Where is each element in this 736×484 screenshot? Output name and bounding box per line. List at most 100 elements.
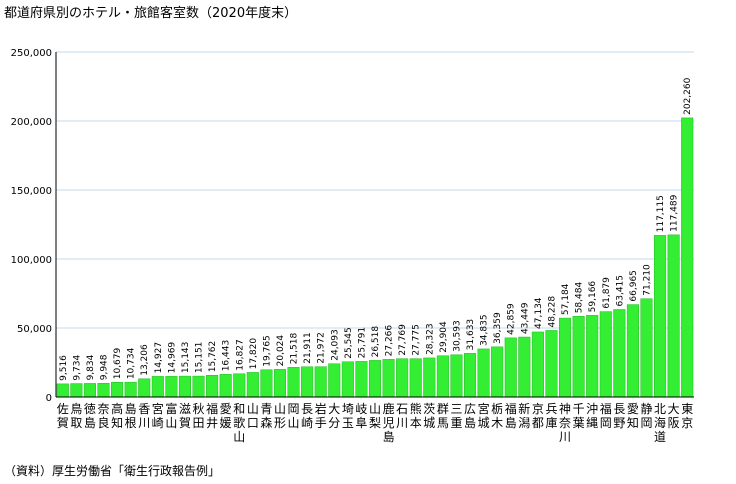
value-label: 21,911	[303, 332, 313, 364]
category-char: 山	[247, 402, 259, 416]
category-char: 児	[383, 416, 395, 430]
bar	[559, 317, 572, 398]
value-label: 36,359	[493, 312, 503, 344]
y-tick-label: 50,000	[17, 324, 52, 335]
category-char: 兵	[545, 402, 557, 416]
value-label: 42,859	[507, 303, 517, 335]
category-char: 千	[573, 402, 585, 416]
value-label: 13,206	[140, 344, 150, 376]
category-char: 山	[233, 430, 245, 444]
category-char: 潟	[518, 416, 530, 430]
category-char: 梨	[369, 416, 381, 430]
value-label: 47,134	[534, 297, 544, 329]
y-tick-label: 150,000	[11, 186, 52, 197]
category-char: 庫	[545, 416, 557, 430]
category-char: 木	[491, 416, 503, 430]
category-char: 徳	[84, 401, 96, 416]
category-label: 島根	[125, 401, 137, 430]
category-label: 奈良	[98, 402, 110, 430]
category-char: 知	[111, 416, 123, 430]
value-label: 14,927	[154, 342, 164, 374]
category-char: 島	[505, 415, 517, 430]
value-label: 30,593	[452, 320, 462, 352]
category-label: 佐賀	[57, 402, 69, 430]
category-label: 富山	[165, 401, 177, 430]
category-label: 石川	[396, 402, 408, 430]
category-char: 東	[681, 402, 693, 416]
bar	[572, 316, 585, 398]
category-label: 長野	[613, 402, 625, 430]
value-labels: 9,516 9,734 9,834 9,948 10,679 10,734 13,206 14…	[59, 77, 693, 380]
bar	[368, 360, 382, 398]
category-char: 群	[437, 402, 449, 416]
value-label: 9,834	[86, 354, 96, 380]
category-char: 秋	[193, 402, 205, 416]
category-char: 香	[138, 402, 150, 416]
bar	[518, 336, 531, 398]
bar	[56, 383, 69, 398]
bar	[599, 311, 612, 398]
bar	[219, 374, 232, 398]
category-label: 愛媛	[220, 402, 232, 430]
category-char: 歌	[233, 415, 245, 430]
category-char: 川	[396, 416, 408, 430]
category-char: 馬	[437, 416, 449, 430]
category-char: 和	[233, 402, 245, 416]
category-char: 野	[613, 416, 625, 430]
bar	[273, 369, 287, 398]
bars	[56, 117, 694, 398]
value-label: 117,115	[656, 195, 666, 232]
category-label: 山梨	[369, 402, 381, 430]
value-label: 29,904	[439, 321, 449, 353]
category-char: 海	[654, 415, 666, 430]
value-label: 31,633	[466, 319, 476, 351]
bar	[206, 374, 219, 398]
bar	[287, 367, 300, 398]
category-char: 岡	[600, 416, 612, 430]
y-tick-label: 0	[46, 393, 52, 404]
bar	[423, 357, 436, 398]
category-label: 大阪	[668, 402, 680, 430]
category-char: 賀	[57, 416, 69, 430]
category-label: 鳥取	[70, 401, 82, 430]
bar	[246, 372, 259, 398]
y-tick-label: 250,000	[11, 48, 52, 59]
bar	[531, 331, 544, 398]
value-label: 59,166	[588, 281, 598, 313]
value-label: 15,143	[181, 342, 191, 374]
category-char: 大	[668, 402, 680, 416]
category-label: 東京	[681, 402, 693, 430]
bar	[409, 358, 422, 398]
bar	[314, 366, 327, 398]
grid-lines	[56, 51, 694, 329]
category-label: 福井	[206, 401, 218, 430]
value-label: 71,210	[642, 264, 652, 296]
category-char: 城	[423, 416, 435, 430]
category-label: 沖縄	[586, 402, 598, 430]
category-char: 滋	[179, 402, 191, 416]
category-char: 大	[328, 402, 340, 416]
category-char: 栃	[491, 402, 503, 416]
category-char: 島	[383, 429, 395, 444]
bar	[355, 361, 368, 398]
value-label: 34,835	[480, 314, 490, 346]
bar	[463, 353, 477, 398]
bar	[491, 346, 504, 398]
category-char: 静	[640, 402, 652, 416]
category-char: 分	[328, 416, 340, 430]
value-label: 19,765	[262, 335, 272, 367]
category-char: 森	[260, 415, 272, 430]
bar	[396, 358, 409, 398]
category-label: 岩手	[315, 401, 327, 430]
category-label: 秋田	[193, 402, 205, 430]
category-char: 賀	[179, 416, 191, 430]
bar	[613, 309, 626, 398]
bar	[301, 366, 314, 398]
category-char: 埼	[342, 402, 354, 416]
value-label: 66,965	[629, 270, 639, 302]
category-char: 宮	[152, 401, 164, 416]
category-char: 佐	[57, 402, 69, 416]
category-label: 大分	[328, 402, 340, 430]
category-char: 縄	[586, 415, 598, 430]
category-label: 宮城	[478, 401, 490, 430]
